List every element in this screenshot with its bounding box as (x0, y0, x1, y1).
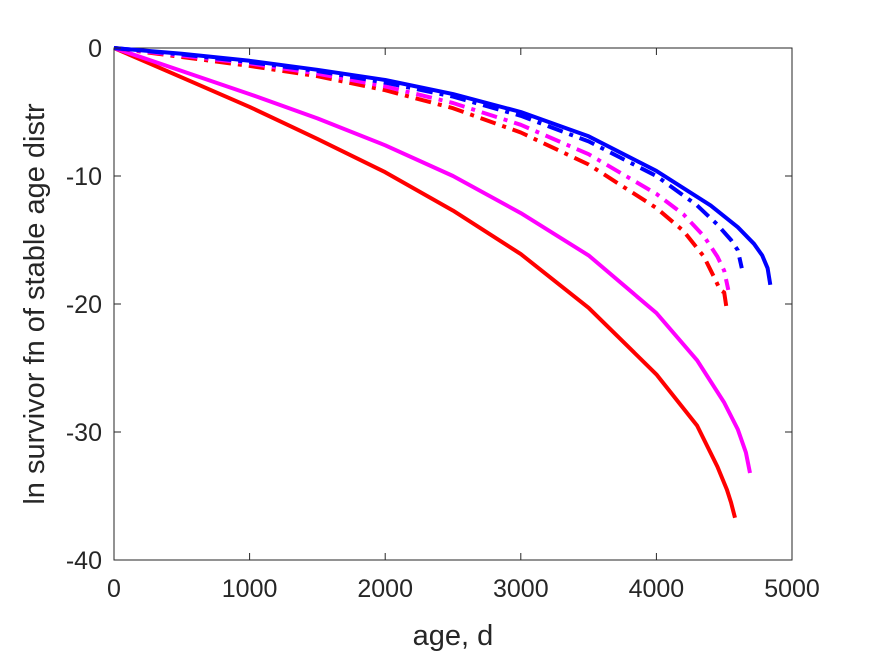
x-tick-label: 1000 (222, 575, 278, 603)
y-tick-label: -10 (66, 163, 102, 191)
plot-area (113, 47, 793, 561)
series-line-1 (113, 46, 737, 519)
series-lines (113, 46, 773, 519)
x-tick-label: 5000 (764, 575, 820, 603)
axis-ticks: 0 1000 2000 3000 4000 5000 0 -10 -20 -30 -40 (66, 35, 820, 603)
series-line-3 (113, 46, 729, 311)
x-tick-label: 4000 (629, 575, 685, 603)
series-line-2 (113, 46, 752, 474)
x-tick-label: 3000 (493, 575, 549, 603)
series-line-6 (113, 46, 773, 286)
x-axis-title: age, d (413, 620, 494, 652)
y-tick-label: -20 (66, 291, 102, 319)
y-tick-label: -40 (66, 547, 102, 575)
y-tick-label: 0 (88, 35, 102, 63)
x-tick-label: 2000 (357, 575, 413, 603)
x-tick-label: 0 (107, 575, 121, 603)
y-axis-title: ln survivor fn of stable age distr (19, 103, 51, 505)
y-tick-label: -30 (66, 419, 102, 447)
